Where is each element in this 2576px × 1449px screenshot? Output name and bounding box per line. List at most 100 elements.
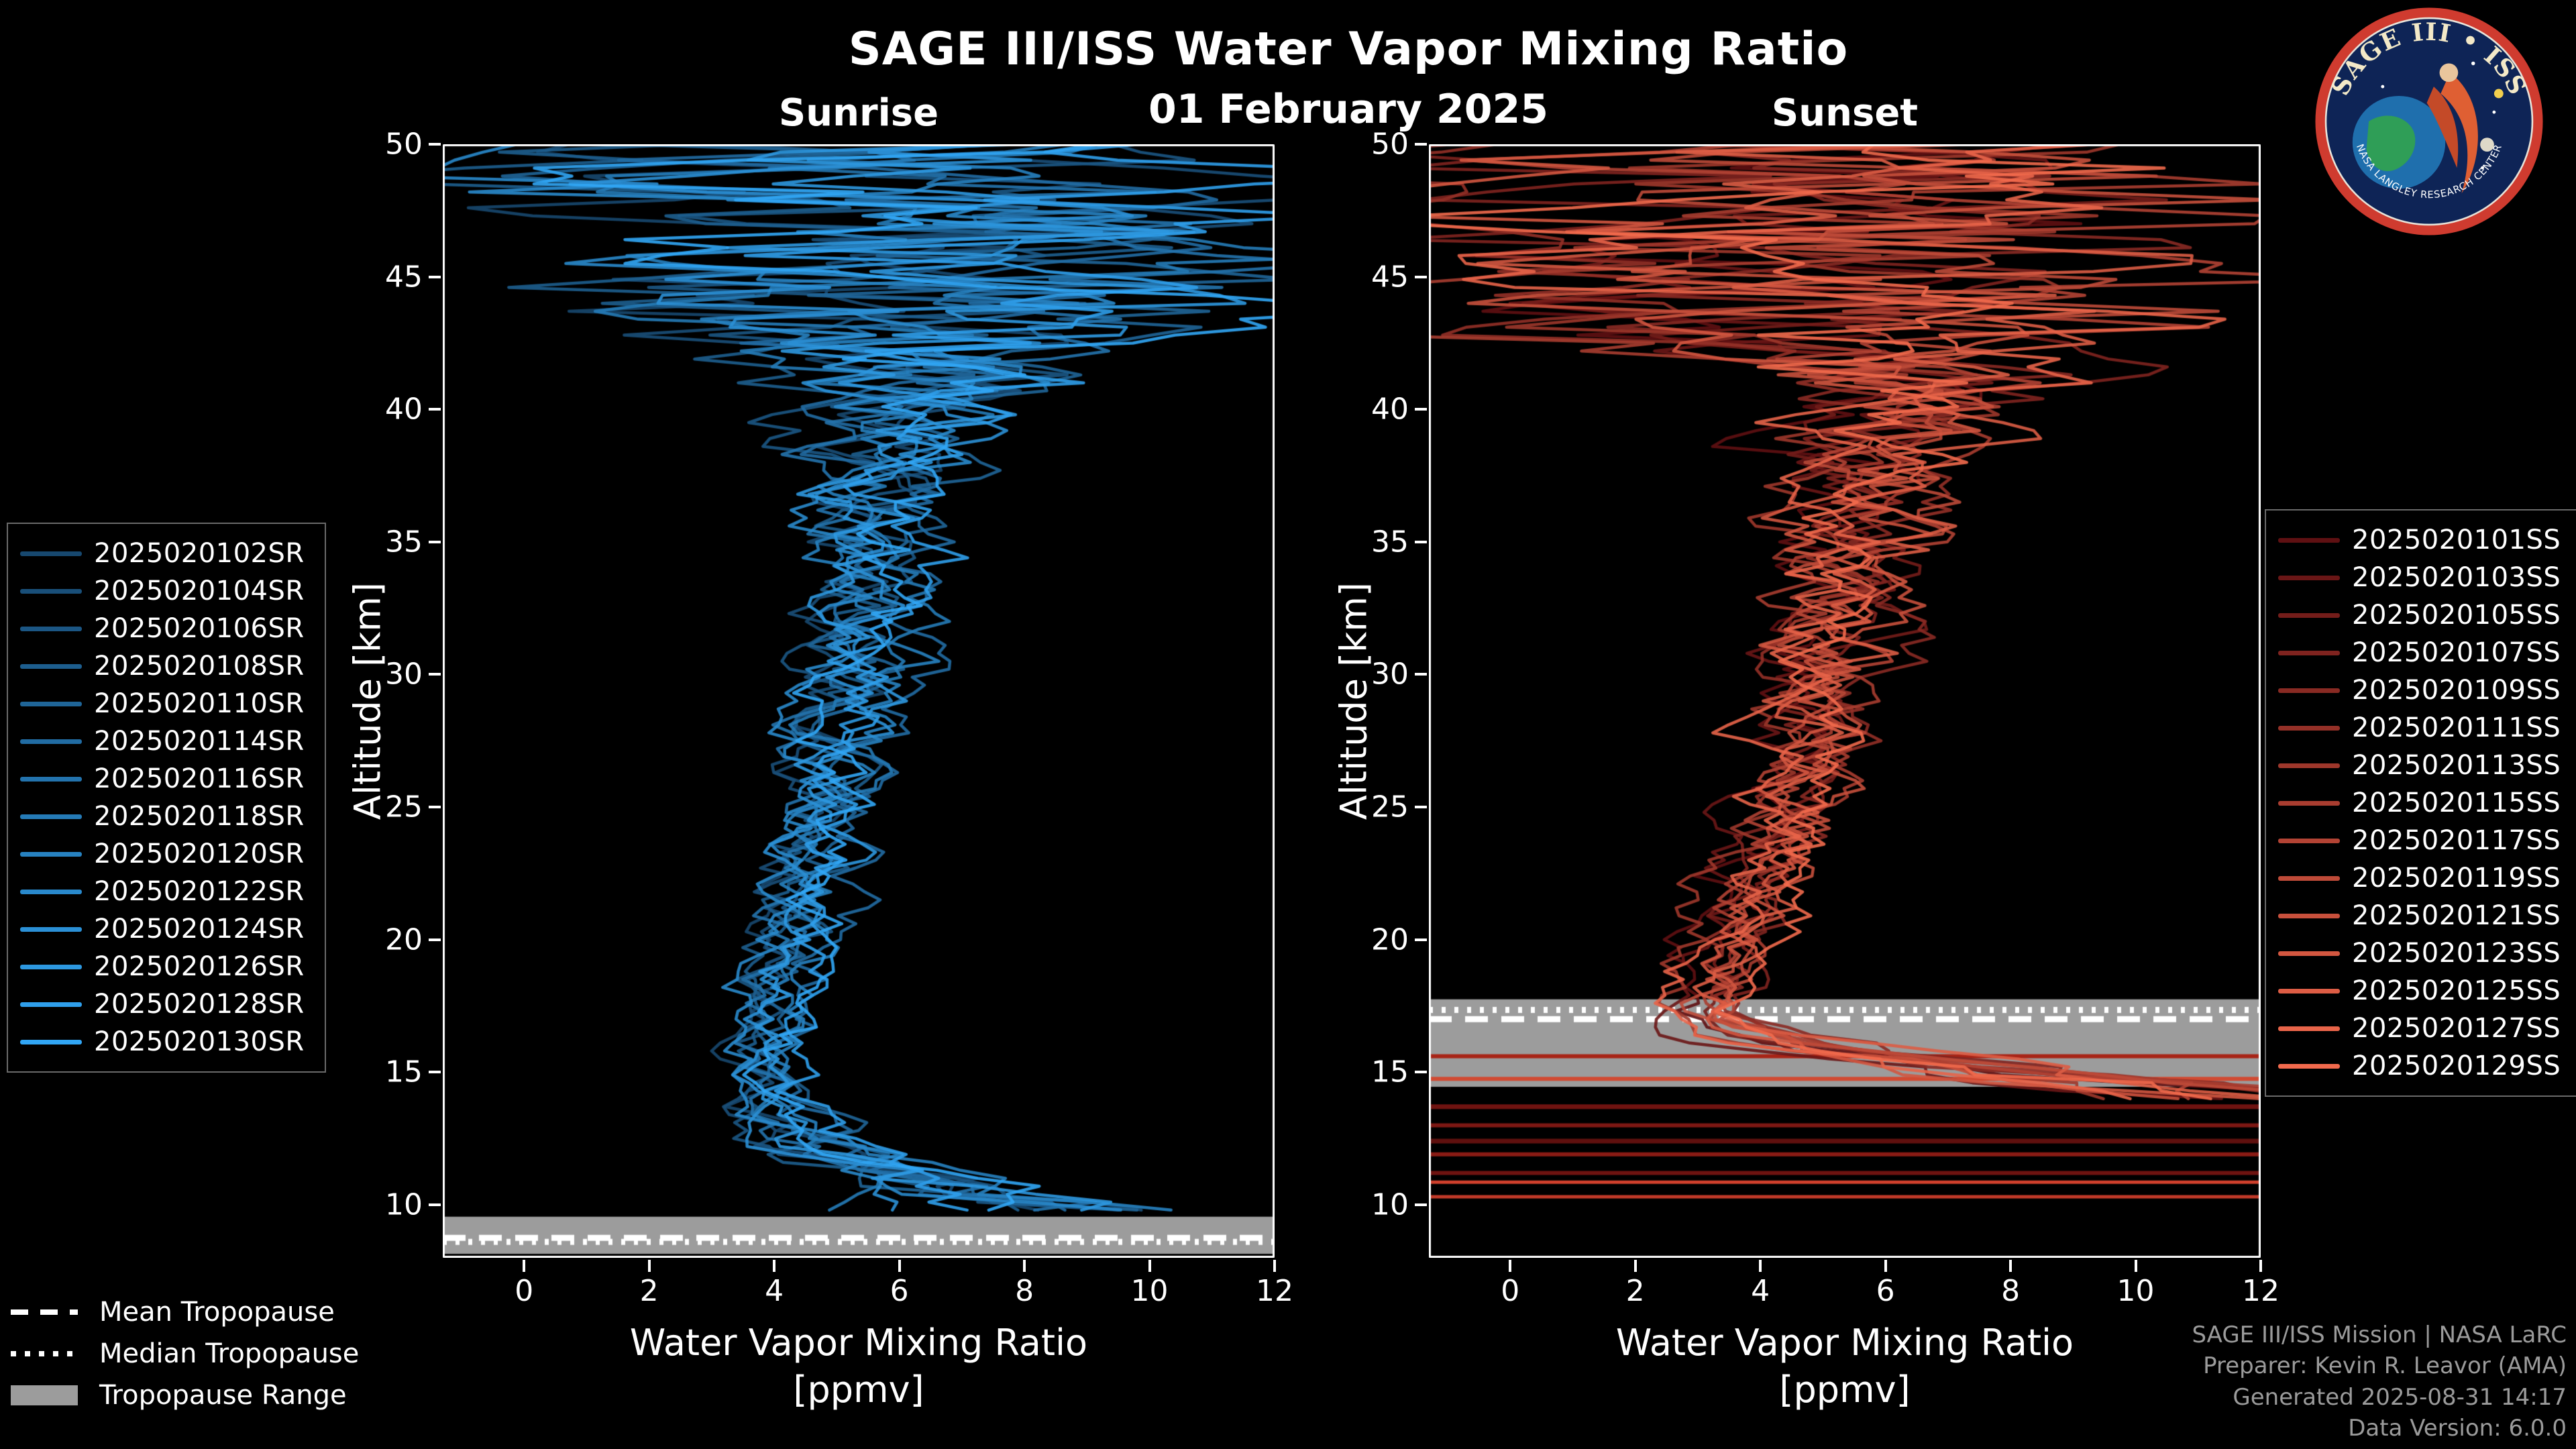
x-tick-label: 6 <box>890 1274 909 1308</box>
x-tick-label: 4 <box>765 1274 784 1308</box>
legend-item-label: 2025020110SR <box>94 688 305 719</box>
y-tick-mark <box>429 1203 441 1206</box>
legend-item: 2025020108SR <box>20 647 313 685</box>
y-tick-mark <box>1415 143 1427 146</box>
y-tick-label: 30 <box>1371 657 1409 692</box>
legend-line-swatch <box>20 551 82 556</box>
legend-item-label: 2025020122SR <box>94 876 305 907</box>
y-tick-label: 50 <box>1371 127 1409 162</box>
legend-item: 2025020107SS <box>2278 634 2576 672</box>
legend-item-label: 2025020121SS <box>2352 900 2561 931</box>
y-tick-label: 20 <box>385 922 423 957</box>
sunrise-y-axis-label: Altitude [km] <box>346 582 389 820</box>
y-tick-label: 15 <box>385 1055 423 1089</box>
x-tick-label: 10 <box>1130 1274 1169 1308</box>
logo-star <box>2481 166 2485 170</box>
legend-item-label: 2025020114SR <box>94 726 305 757</box>
logo-star <box>2492 110 2496 114</box>
gray-band-swatch <box>11 1385 78 1405</box>
legend-line-swatch <box>20 1002 82 1007</box>
sunrise-plot-canvas <box>443 144 1275 1258</box>
legend-item: 2025020116SR <box>20 760 313 798</box>
x-tick-label: 6 <box>1876 1274 1895 1308</box>
tropopause-legend: Mean Tropopause Median Tropopause Tropop… <box>11 1296 359 1411</box>
mean-tropopause-swatch-box <box>11 1309 82 1315</box>
legend-line-swatch <box>20 588 82 594</box>
y-tick-mark <box>429 275 441 278</box>
sunset-x-axis-label: Water Vapor Mixing Ratio [ppmv] <box>1429 1320 2261 1413</box>
legend-item: 2025020111SS <box>2278 709 2576 747</box>
legend-item-label: 2025020116SR <box>94 763 305 794</box>
y-tick-mark <box>1415 1203 1427 1206</box>
x-tick-label: 4 <box>1751 1274 1770 1308</box>
legend-item-label: 2025020109SS <box>2352 675 2561 706</box>
legend-item: 2025020121SS <box>2278 897 2576 934</box>
x-tick-mark <box>773 1260 776 1272</box>
legend-item-label: 2025020105SS <box>2352 600 2561 631</box>
y-tick-mark <box>1415 673 1427 676</box>
footer-data-version-line: Data Version: 6.0.0 <box>2348 1414 2567 1442</box>
legend-item: 2025020127SS <box>2278 1010 2576 1047</box>
x-tick-mark <box>647 1260 651 1272</box>
x-tick-mark <box>898 1260 901 1272</box>
x-tick-mark <box>1759 1260 1762 1272</box>
y-tick-mark <box>429 408 441 411</box>
x-tick-label: 8 <box>2001 1274 2021 1308</box>
x-tick-label: 10 <box>2116 1274 2155 1308</box>
sunrise-panel-title: Sunrise <box>778 91 939 135</box>
y-tick-label: 50 <box>385 127 423 162</box>
legend-item: 2025020126SR <box>20 948 313 985</box>
x-tick-mark <box>523 1260 526 1272</box>
legend-line-swatch <box>2278 913 2340 918</box>
y-tick-label: 45 <box>1371 260 1409 294</box>
legend-line-swatch <box>2278 650 2340 655</box>
legend-item: 2025020130SR <box>20 1023 313 1061</box>
dashed-line-swatch <box>11 1309 78 1315</box>
legend-line-swatch <box>2278 575 2340 580</box>
legend-line-swatch <box>20 776 82 782</box>
legend-item-label: 2025020127SS <box>2352 1013 2561 1044</box>
legend-line-swatch <box>20 1039 82 1044</box>
legend-item: 2025020103SS <box>2278 559 2576 596</box>
legend-line-swatch <box>2278 1063 2340 1069</box>
legend-item: 2025020119SS <box>2278 859 2576 897</box>
legend-item-label: 2025020113SS <box>2352 750 2561 781</box>
legend-item: 2025020123SS <box>2278 934 2576 972</box>
y-tick-label: 35 <box>385 525 423 559</box>
y-tick-mark <box>1415 540 1427 543</box>
median-tropopause-label: Median Tropopause <box>99 1338 360 1369</box>
x-tick-label: 12 <box>2242 1274 2279 1308</box>
legend-item-label: 2025020118SR <box>94 801 305 832</box>
legend-item-label: 2025020119SS <box>2352 863 2561 894</box>
legend-line-swatch <box>2278 951 2340 956</box>
logo-figure-head <box>2439 63 2459 83</box>
legend-item: 2025020106SR <box>20 610 313 647</box>
legend-item-label: 2025020107SS <box>2352 637 2561 668</box>
logo-figure-robe <box>2440 72 2478 194</box>
legend-line-swatch <box>20 739 82 744</box>
legend-item-label: 2025020102SR <box>94 538 305 569</box>
sunrise-x-axis-label-line1: Water Vapor Mixing Ratio <box>629 1322 1088 1364</box>
x-tick-mark <box>1884 1260 1887 1272</box>
sunrise-plot-panel: Altitude [km] Water Vapor Mixing Ratio [… <box>347 127 1294 1411</box>
date-subtitle: 01 February 2025 <box>1148 86 1548 133</box>
sunset-panel-title: Sunset <box>1771 91 1919 135</box>
median-tropopause-swatch-box <box>11 1351 82 1356</box>
y-tick-mark <box>429 938 441 941</box>
x-tick-label: 0 <box>515 1274 534 1308</box>
legend-item-label: 2025020129SS <box>2352 1051 2561 1081</box>
sunset-y-axis-label: Altitude [km] <box>1332 582 1375 820</box>
legend-item: 2025020102SR <box>20 535 313 572</box>
y-tick-mark <box>1415 275 1427 278</box>
legend-item-label: 2025020120SR <box>94 839 305 869</box>
sunset-x-axis-label-line2: [ppmv] <box>1779 1368 1911 1411</box>
legend-line-swatch <box>20 964 82 969</box>
x-tick-mark <box>2134 1260 2137 1272</box>
legend-line-swatch <box>20 701 82 706</box>
x-tick-mark <box>1148 1260 1151 1272</box>
tropopause-range-swatch-box <box>11 1385 82 1405</box>
x-tick-label: 0 <box>1501 1274 1520 1308</box>
legend-item: 2025020115SS <box>2278 784 2576 822</box>
tropopause-range-legend-row: Tropopause Range <box>11 1379 359 1411</box>
